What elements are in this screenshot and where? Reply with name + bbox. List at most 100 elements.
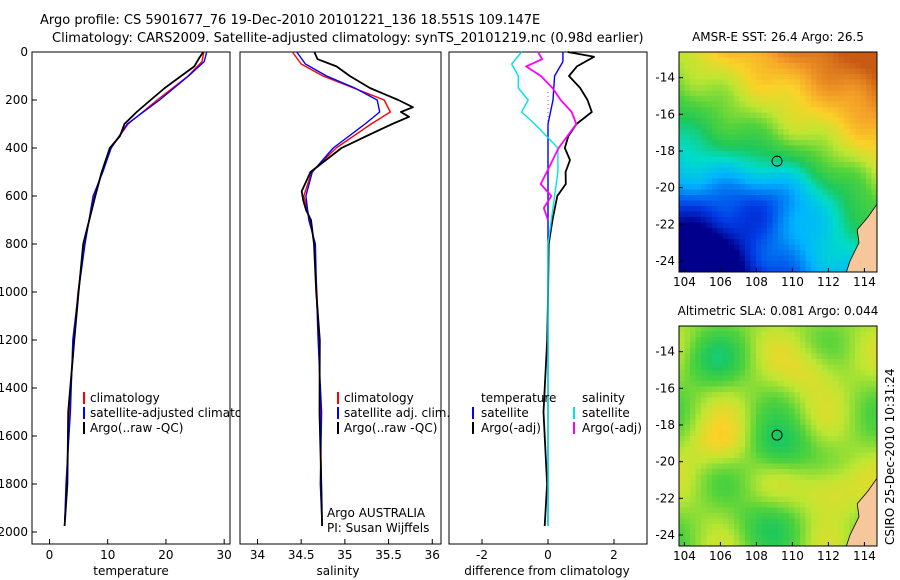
heatmap-cell (712, 233, 718, 240)
heatmap-cell (811, 535, 817, 541)
heatmap-cell (772, 425, 779, 431)
heatmap-cell (805, 74, 812, 80)
map-x-tick-label: 112 (817, 275, 840, 289)
heatmap-cell (723, 403, 729, 409)
heatmap-cell (811, 364, 817, 371)
heatmap-cell (745, 167, 751, 174)
heatmap-cell (811, 513, 817, 519)
heatmap-cell (712, 507, 718, 514)
heatmap-cell (706, 507, 713, 514)
heatmap-cell (805, 112, 812, 119)
heatmap-cell (838, 178, 845, 185)
heatmap-cell (695, 529, 702, 536)
heatmap-cell (756, 96, 762, 102)
heatmap-cell (756, 173, 762, 179)
heatmap-cell (728, 337, 735, 343)
map-x-tick-label: 110 (781, 275, 804, 289)
heatmap-cell (838, 239, 845, 245)
heatmap-cell (739, 261, 746, 267)
heatmap-cell (701, 518, 707, 525)
heatmap-cell (849, 359, 856, 365)
heatmap-cell (739, 57, 746, 64)
heatmap-cell (805, 266, 812, 273)
heatmap-cell (822, 370, 828, 376)
heatmap-cell (728, 112, 735, 119)
heatmap-cell (690, 331, 696, 338)
heatmap-cell (783, 57, 790, 64)
heatmap-cell (679, 441, 685, 448)
heatmap-cell (783, 364, 790, 371)
heatmap-cell (690, 222, 696, 229)
heatmap-cell (734, 342, 740, 349)
heatmap-cell (783, 507, 790, 514)
heatmap-cell (706, 244, 713, 251)
heatmap-cell (871, 392, 878, 398)
heatmap-cell (805, 145, 812, 152)
heatmap-cell (690, 107, 696, 113)
heatmap-cell (728, 447, 735, 453)
heatmap-cell (695, 244, 702, 251)
heatmap-cell (728, 140, 735, 146)
heatmap-cell (794, 79, 801, 86)
heatmap-cell (679, 342, 685, 349)
heatmap-cell (706, 129, 713, 135)
heatmap-cell (695, 458, 702, 464)
heatmap-cell (838, 425, 845, 431)
heatmap-cell (745, 452, 751, 459)
heatmap-cell (871, 447, 878, 453)
heatmap-cell (778, 491, 784, 497)
heatmap-cell (789, 151, 795, 157)
heatmap-cell (712, 491, 718, 497)
heatmap-cell (816, 85, 823, 91)
heatmap-cell (811, 162, 817, 168)
heatmap-cell (794, 441, 801, 448)
heatmap-cell (833, 233, 839, 240)
heatmap-cell (800, 173, 806, 179)
heatmap-cell (745, 375, 751, 382)
heatmap-cell (805, 140, 812, 146)
heatmap-cell (805, 397, 812, 404)
heatmap-cell (822, 359, 828, 365)
heatmap-cell (789, 200, 795, 207)
heatmap-cell (745, 96, 751, 102)
heatmap-cell (838, 101, 845, 108)
map-y-tick-label: -14 (655, 71, 675, 85)
heatmap-cell (800, 101, 806, 108)
heatmap-cell (728, 359, 735, 365)
heatmap-cell (690, 90, 696, 97)
heatmap-cell (778, 74, 784, 80)
heatmap-cell (717, 96, 724, 102)
heatmap-cell (794, 96, 801, 102)
heatmap-cell (866, 145, 872, 152)
heatmap-cell (717, 129, 724, 135)
heatmap-cell (745, 441, 751, 448)
heatmap-cell (849, 140, 856, 146)
heatmap-cell (745, 118, 751, 124)
heatmap-cell (717, 162, 724, 168)
heatmap-cell (833, 491, 839, 497)
heatmap-cell (833, 353, 839, 360)
heatmap-cell (811, 63, 817, 69)
heatmap-cell (728, 200, 735, 207)
heatmap-cell (855, 419, 861, 426)
heatmap-cell (783, 96, 790, 102)
heatmap-cell (723, 535, 729, 541)
heatmap-cell (745, 178, 751, 185)
heatmap-cell (690, 79, 696, 86)
heatmap-cell (783, 222, 790, 229)
heatmap-cell (772, 68, 779, 75)
heatmap-cell (844, 469, 850, 475)
heatmap-cell (750, 326, 757, 332)
heatmap-cell (695, 74, 702, 80)
heatmap-cell (750, 255, 757, 262)
heatmap-cell (695, 195, 702, 201)
heatmap-cell (701, 156, 707, 163)
heatmap-cell (695, 524, 702, 530)
heatmap-cell (855, 403, 861, 409)
heatmap-cell (778, 452, 784, 459)
heatmap-cell (745, 173, 751, 179)
heatmap-cell (684, 469, 691, 475)
heatmap-cell (811, 112, 817, 119)
heatmap-cell (772, 129, 779, 135)
heatmap-cell (849, 386, 856, 393)
